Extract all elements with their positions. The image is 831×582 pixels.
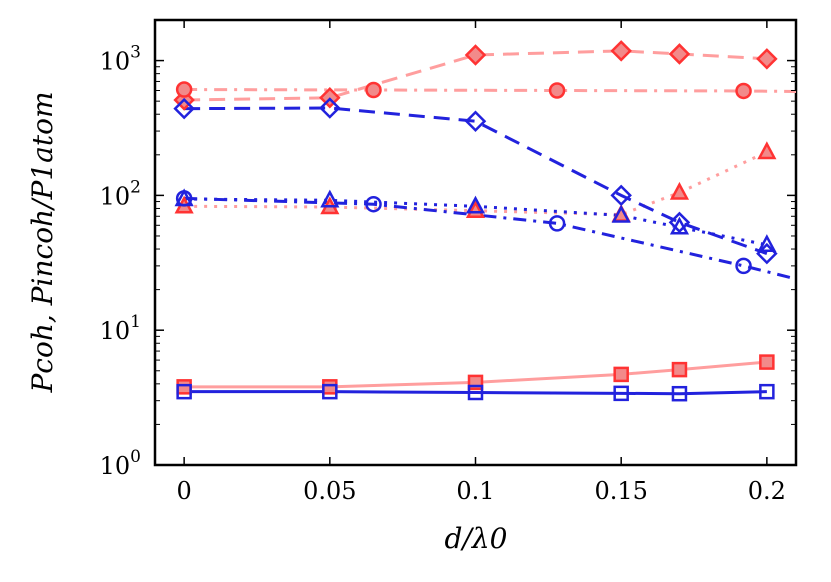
data-point-red-square-solid	[759, 354, 775, 370]
data-point-blue-triangle-dotted	[320, 189, 340, 208]
y-tick-label: 101	[100, 312, 141, 345]
data-point-red-square-solid	[613, 366, 629, 383]
data-point-red-diamond-dashed	[464, 44, 487, 66]
data-point-blue-diamond-dashed	[668, 211, 691, 234]
data-point-blue-square-solid	[759, 383, 775, 400]
data-point-blue-circle-dashdot	[735, 257, 752, 275]
data-point-red-circle-dashdot	[365, 81, 382, 99]
series-line-blue-diamond-dashed	[184, 106, 768, 256]
series-line-red-square-solid	[184, 360, 767, 389]
data-point-red-diamond-dashed	[610, 40, 632, 62]
data-point-blue-diamond-dashed	[610, 184, 632, 207]
x-axis: 0 0.05 0.1 0.15 0.2	[176, 20, 786, 505]
x-tick-label: 0.05	[303, 477, 356, 505]
series-line-red-triangle-dotted	[184, 150, 768, 217]
data-point-blue-triangle-dotted	[757, 234, 777, 253]
data-point-blue-diamond-dashed	[173, 97, 195, 120]
x-tick-label: 0.1	[456, 477, 494, 505]
data-point-red-square-solid	[671, 361, 688, 378]
data-point-blue-diamond-dashed	[464, 110, 487, 132]
x-tick-label: 0	[176, 477, 191, 505]
data-point-red-circle-dashdot	[175, 81, 193, 98]
y-tick-label: 100	[100, 447, 141, 480]
data-point-blue-circle-dashdot	[365, 195, 382, 213]
data-point-blue-triangle-dotted	[669, 216, 690, 235]
series-line-blue-triangle-dotted	[184, 197, 768, 247]
data-point-blue-triangle-dotted	[611, 204, 631, 223]
series-line-blue-square-solid	[184, 390, 767, 396]
series-layer	[173, 40, 796, 402]
data-point-blue-triangle-dotted	[465, 195, 486, 214]
data-point-blue-square-solid	[322, 383, 338, 400]
data-point-blue-circle-dashdot	[548, 215, 566, 232]
x-tick-label: 0.15	[594, 477, 647, 505]
data-point-blue-triangle-dotted	[174, 188, 194, 207]
data-point-red-circle-dashdot	[548, 82, 566, 99]
data-point-red-diamond-dashed	[668, 43, 691, 65]
x-axis-title: d/λ0	[445, 522, 508, 555]
data-point-blue-square-solid	[671, 385, 688, 402]
data-point-blue-diamond-dashed	[319, 97, 341, 119]
data-point-red-triangle-dotted	[669, 181, 690, 200]
data-point-red-square-solid	[176, 379, 192, 395]
data-point-red-diamond-dashed	[756, 48, 778, 70]
data-point-blue-square-solid	[176, 383, 192, 400]
data-point-blue-square-solid	[613, 385, 629, 402]
y-axis-title: Pcoh, Pincoh/P1atom	[26, 91, 59, 393]
y-tick-label: 102	[100, 177, 141, 210]
series-line-red-circle-dashdot	[184, 88, 796, 93]
data-point-red-triangle-dotted	[757, 141, 777, 160]
y-tick-label: 103	[100, 43, 141, 76]
data-point-red-square-solid	[322, 379, 338, 395]
data-point-blue-square-solid	[467, 384, 484, 401]
x-tick-label: 0.2	[748, 477, 786, 505]
data-point-red-circle-dashdot	[735, 82, 752, 100]
series-line-blue-circle-dashdot	[184, 196, 796, 281]
y-axis: 100 101 102 103	[100, 19, 796, 480]
